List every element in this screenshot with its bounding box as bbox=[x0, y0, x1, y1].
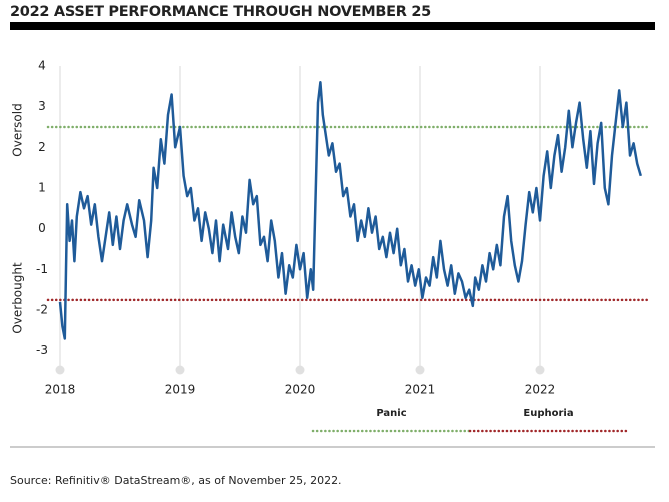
x-tick-label: 2020 bbox=[285, 383, 316, 397]
legend-label: Panic bbox=[376, 408, 406, 419]
y-tick-label: -1 bbox=[36, 262, 48, 276]
title-bar bbox=[10, 22, 655, 30]
tick-mark bbox=[415, 365, 425, 375]
x-tick-label: 2021 bbox=[405, 383, 436, 397]
tick-mark bbox=[535, 365, 545, 375]
tick-mark bbox=[55, 365, 65, 375]
tick-mark bbox=[295, 365, 305, 375]
x-tick-label: 2018 bbox=[45, 383, 76, 397]
y-tick-label: -3 bbox=[36, 343, 48, 357]
legend-label: Euphoria bbox=[523, 408, 573, 419]
y-tick-label: 0 bbox=[38, 221, 46, 235]
y-tick-label: 3 bbox=[38, 99, 46, 113]
y-tick-label: 4 bbox=[38, 59, 46, 73]
source: Source: Refinitiv® DataStream®, as of No… bbox=[10, 474, 342, 487]
x-tick-label: 2019 bbox=[165, 383, 196, 397]
chart-title: 2022 ASSET PERFORMANCE THROUGH NOVEMBER … bbox=[10, 4, 431, 20]
y-tick-label: 1 bbox=[38, 181, 46, 195]
x-tick-label: 2022 bbox=[525, 383, 556, 397]
y-label-top: Oversold bbox=[11, 103, 25, 156]
tick-mark bbox=[175, 365, 185, 375]
y-tick-label: 2 bbox=[38, 140, 46, 154]
y-label-bottom: Overbought bbox=[11, 262, 25, 334]
series-line bbox=[58, 81, 642, 340]
y-tick-label: -2 bbox=[36, 303, 48, 317]
